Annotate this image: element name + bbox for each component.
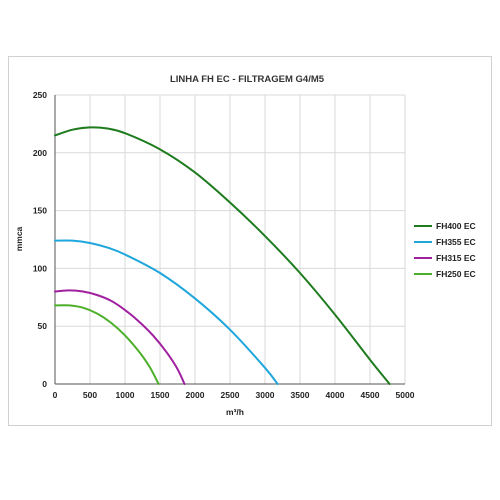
x-axis-label: m³/h <box>226 407 244 417</box>
chart-title: LINHA FH EC - FILTRAGEM G4/M5 <box>170 74 325 85</box>
y-tick-label: 100 <box>33 263 47 273</box>
y-tick-label: 150 <box>33 206 47 216</box>
tick-labels: 0 500 1000 1500 2000 2500 3000 3500 4000 4500 5000… <box>33 90 415 400</box>
y-tick-label: 200 <box>33 148 47 158</box>
grid <box>54 94 406 385</box>
x-tick-label: 3000 <box>256 390 275 400</box>
x-tick-label: 1500 <box>151 390 170 400</box>
axes <box>54 95 405 385</box>
legend-label: FH355 EC <box>436 237 476 247</box>
legend-label: FH315 EC <box>436 253 476 263</box>
chart: LINHA FH EC - FILTRAGEM G4/M5 0 500 1000 15… <box>14 74 476 417</box>
series-lines <box>54 126 391 385</box>
legend-label: FH400 EC <box>436 221 476 231</box>
series-line-fh250-ec <box>54 304 160 385</box>
chart-frame: LINHA FH EC - FILTRAGEM G4/M5 0 500 1000 15… <box>8 56 492 426</box>
x-tick-label: 5000 <box>396 390 415 400</box>
y-tick-label: 50 <box>38 321 48 331</box>
y-tick-label: 0 <box>42 379 47 389</box>
x-tick-label: 2500 <box>221 390 240 400</box>
x-tick-label: 2000 <box>186 390 205 400</box>
y-axis-label: mmca <box>14 226 24 251</box>
x-tick-label: 1000 <box>116 390 135 400</box>
x-tick-label: 4000 <box>326 390 345 400</box>
series-line-fh355-ec <box>54 239 279 385</box>
series-line-fh400-ec <box>54 126 391 385</box>
legend: FH400 EC FH355 EC FH315 EC FH250 EC <box>414 221 476 279</box>
x-tick-label: 0 <box>53 390 58 400</box>
x-tick-label: 4500 <box>361 390 380 400</box>
series-line-fh315-ec <box>54 289 186 385</box>
legend-label: FH250 EC <box>436 269 476 279</box>
x-tick-label: 3500 <box>291 390 310 400</box>
y-tick-label: 250 <box>33 90 47 100</box>
x-tick-label: 500 <box>83 390 97 400</box>
